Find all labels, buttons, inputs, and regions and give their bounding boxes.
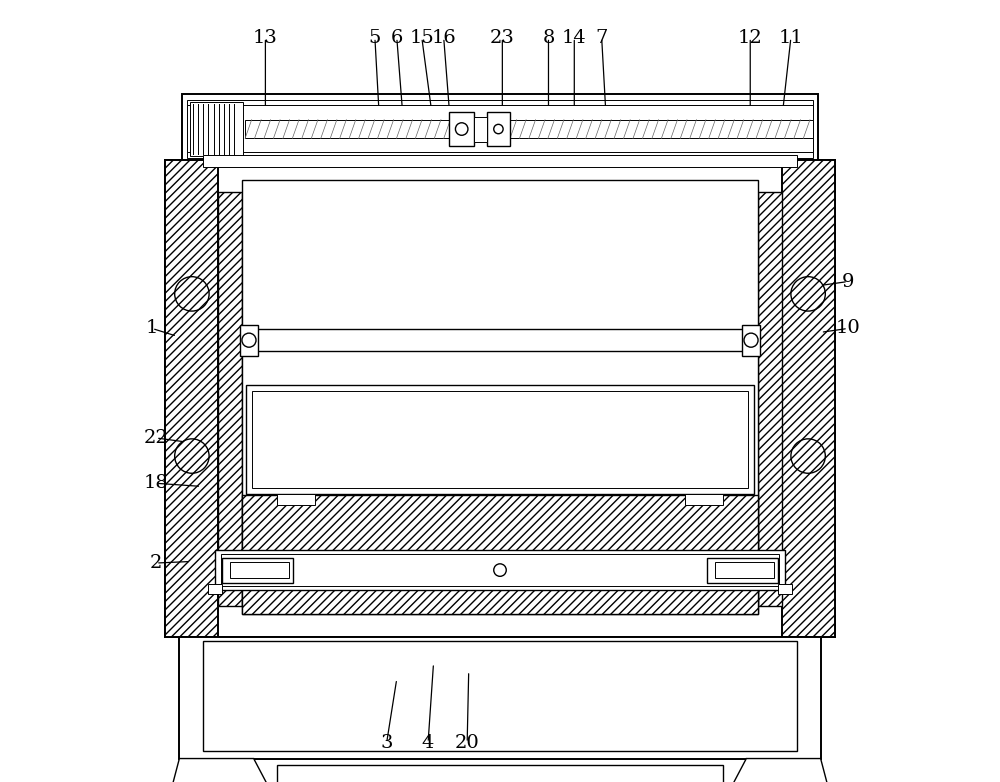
Bar (179, 637, 821, 759)
Bar (245, 120, 813, 138)
Text: 22: 22 (144, 429, 168, 447)
Text: 4: 4 (422, 734, 434, 752)
Bar (240, 325, 258, 356)
Bar (782, 160, 835, 637)
Bar (277, 765, 723, 782)
Bar (221, 554, 779, 586)
Bar (487, 112, 510, 146)
Bar (778, 584, 792, 594)
Text: 15: 15 (409, 28, 434, 47)
Bar (277, 494, 315, 505)
Bar (203, 155, 797, 167)
Polygon shape (731, 759, 828, 782)
Text: 5: 5 (369, 28, 381, 47)
Text: 6: 6 (391, 28, 403, 47)
Bar (208, 584, 222, 594)
Text: 20: 20 (455, 734, 480, 752)
Bar (218, 192, 242, 606)
Bar (685, 494, 723, 505)
Text: 10: 10 (836, 319, 860, 338)
Text: 9: 9 (842, 272, 854, 291)
Bar (222, 558, 293, 583)
Text: 23: 23 (490, 28, 515, 47)
Text: 16: 16 (431, 28, 456, 47)
Bar (165, 160, 835, 637)
Polygon shape (172, 759, 269, 782)
Bar (182, 94, 818, 164)
Bar (203, 641, 797, 751)
Bar (242, 495, 758, 614)
Text: 3: 3 (380, 734, 393, 752)
Bar (215, 550, 785, 590)
Bar (715, 562, 774, 578)
Bar (246, 329, 754, 351)
Bar (449, 112, 474, 146)
Bar (190, 102, 243, 156)
Bar (230, 562, 289, 578)
Text: 13: 13 (253, 28, 278, 47)
Bar (187, 100, 813, 158)
Text: 8: 8 (542, 28, 555, 47)
Text: 7: 7 (595, 28, 608, 47)
Bar (707, 558, 778, 583)
Text: 18: 18 (144, 474, 168, 493)
Bar (246, 385, 754, 494)
Bar (252, 391, 748, 488)
Bar (758, 192, 782, 606)
Text: 11: 11 (779, 28, 803, 47)
Bar (742, 325, 760, 356)
Bar (474, 117, 487, 142)
Text: 14: 14 (562, 28, 587, 47)
Text: 2: 2 (150, 554, 162, 572)
Bar (242, 180, 758, 614)
Bar (187, 105, 813, 152)
Text: 12: 12 (738, 28, 763, 47)
Bar (165, 160, 218, 637)
Text: 1: 1 (146, 319, 158, 338)
